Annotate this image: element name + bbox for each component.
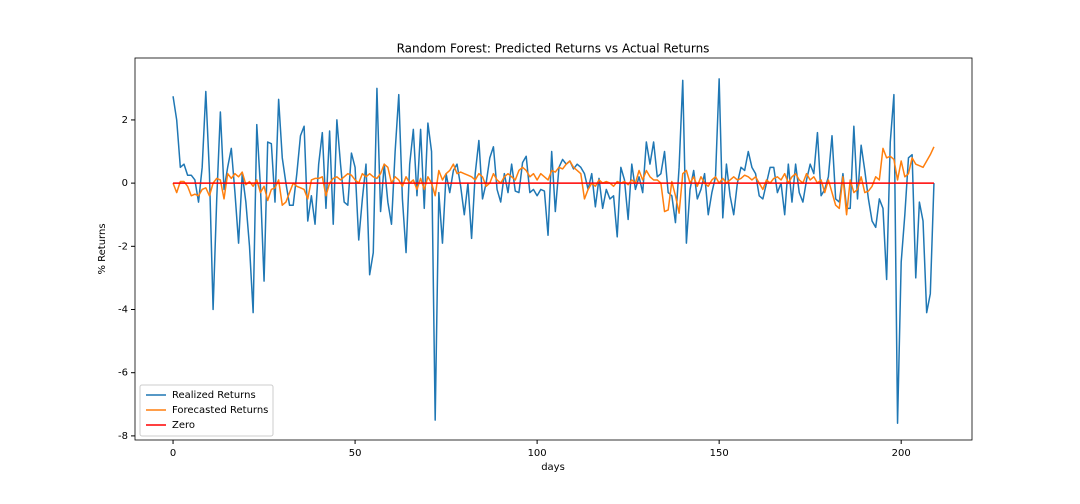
x-tick-label: 0 bbox=[170, 448, 176, 459]
x-axis-label: days bbox=[541, 462, 565, 473]
y-axis-label: % Returns bbox=[97, 223, 108, 274]
x-tick-label: 150 bbox=[710, 448, 729, 459]
legend-box bbox=[139, 384, 274, 437]
legend-label: Zero bbox=[172, 420, 195, 431]
x-tick-label: 100 bbox=[528, 448, 547, 459]
plot-frame bbox=[134, 57, 973, 441]
y-tick-label: -8 bbox=[118, 431, 128, 442]
y-tick-label: 0 bbox=[122, 178, 128, 189]
chart-title: Random Forest: Predicted Returns vs Actu… bbox=[397, 42, 710, 56]
y-tick-label: -6 bbox=[118, 368, 128, 379]
legend-label: Forecasted Returns bbox=[172, 405, 268, 416]
data-line bbox=[172, 146, 935, 216]
data-line bbox=[172, 78, 935, 424]
x-tick-label: 200 bbox=[892, 448, 911, 459]
x-tick-label: 50 bbox=[349, 448, 362, 459]
legend-label: Realized Returns bbox=[172, 390, 256, 401]
y-tick-label: -2 bbox=[118, 241, 128, 252]
y-tick-label: 2 bbox=[122, 115, 128, 126]
y-tick-label: -4 bbox=[118, 305, 128, 316]
